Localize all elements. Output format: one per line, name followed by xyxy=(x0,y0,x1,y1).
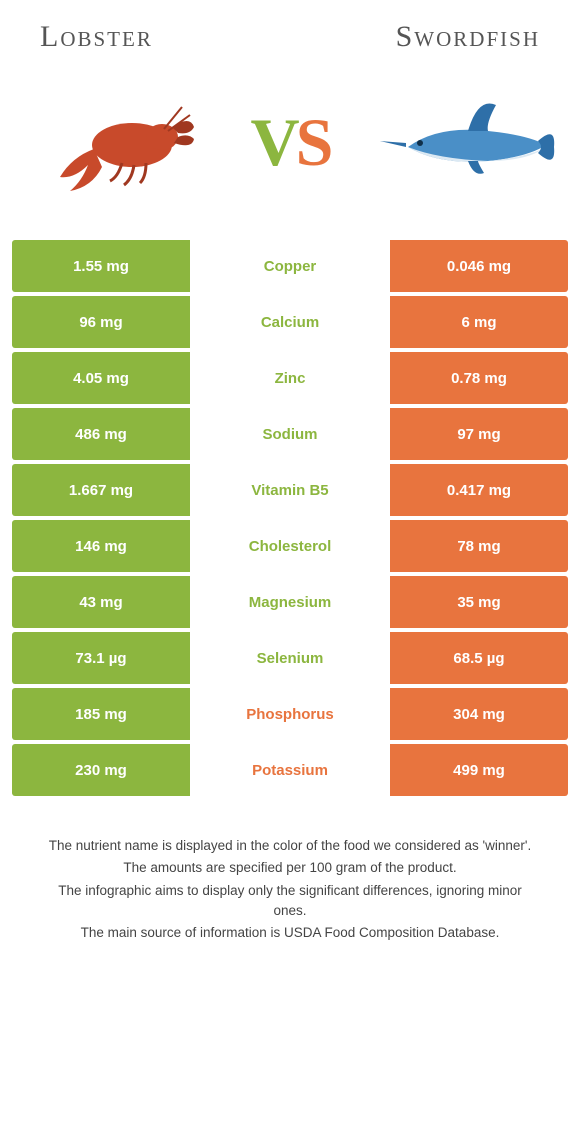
title-row: Lobster Swordfish xyxy=(12,20,568,54)
footnote-line: The nutrient name is displayed in the co… xyxy=(40,836,540,856)
left-value: 486 mg xyxy=(12,408,190,460)
left-value: 4.05 mg xyxy=(12,352,190,404)
nutrient-label: Cholesterol xyxy=(190,520,390,572)
table-row: 43 mgMagnesium35 mg xyxy=(12,576,568,628)
left-value: 43 mg xyxy=(12,576,190,628)
swordfish-icon xyxy=(376,72,560,212)
right-title: Swordfish xyxy=(396,20,540,54)
table-row: 486 mgSodium97 mg xyxy=(12,408,568,460)
vs-v: V xyxy=(251,104,296,180)
comparison-table: 1.55 mgCopper0.046 mg96 mgCalcium6 mg4.0… xyxy=(12,236,568,800)
right-value: 0.046 mg xyxy=(390,240,568,292)
vs-label: VS xyxy=(251,103,330,182)
table-row: 96 mgCalcium6 mg xyxy=(12,296,568,348)
table-row: 146 mgCholesterol78 mg xyxy=(12,520,568,572)
right-value: 0.78 mg xyxy=(390,352,568,404)
left-value: 146 mg xyxy=(12,520,190,572)
vs-s: S xyxy=(296,104,330,180)
table-row: 1.667 mgVitamin B50.417 mg xyxy=(12,464,568,516)
footnote-line: The main source of information is USDA F… xyxy=(40,923,540,943)
right-value: 0.417 mg xyxy=(390,464,568,516)
left-value: 1.55 mg xyxy=(12,240,190,292)
nutrient-label: Magnesium xyxy=(190,576,390,628)
left-value: 73.1 µg xyxy=(12,632,190,684)
nutrient-label: Copper xyxy=(190,240,390,292)
right-value: 97 mg xyxy=(390,408,568,460)
nutrient-label: Sodium xyxy=(190,408,390,460)
nutrient-label: Phosphorus xyxy=(190,688,390,740)
nutrient-label: Zinc xyxy=(190,352,390,404)
left-title: Lobster xyxy=(40,20,153,54)
nutrient-label: Selenium xyxy=(190,632,390,684)
right-value: 68.5 µg xyxy=(390,632,568,684)
right-value: 6 mg xyxy=(390,296,568,348)
table-row: 4.05 mgZinc0.78 mg xyxy=(12,352,568,404)
left-value: 230 mg xyxy=(12,744,190,796)
right-value: 78 mg xyxy=(390,520,568,572)
nutrient-label: Potassium xyxy=(190,744,390,796)
table-row: 185 mgPhosphorus304 mg xyxy=(12,688,568,740)
right-value: 499 mg xyxy=(390,744,568,796)
table-row: 73.1 µgSelenium68.5 µg xyxy=(12,632,568,684)
hero-row: VS xyxy=(12,72,568,236)
footnote-line: The amounts are specified per 100 gram o… xyxy=(40,858,540,878)
nutrient-label: Vitamin B5 xyxy=(190,464,390,516)
table-row: 230 mgPotassium499 mg xyxy=(12,744,568,796)
right-value: 304 mg xyxy=(390,688,568,740)
left-value: 185 mg xyxy=(12,688,190,740)
left-value: 96 mg xyxy=(12,296,190,348)
lobster-icon xyxy=(20,72,204,212)
right-value: 35 mg xyxy=(390,576,568,628)
nutrient-label: Calcium xyxy=(190,296,390,348)
left-value: 1.667 mg xyxy=(12,464,190,516)
footnote-line: The infographic aims to display only the… xyxy=(40,881,540,922)
table-row: 1.55 mgCopper0.046 mg xyxy=(12,240,568,292)
footnotes: The nutrient name is displayed in the co… xyxy=(12,836,568,943)
